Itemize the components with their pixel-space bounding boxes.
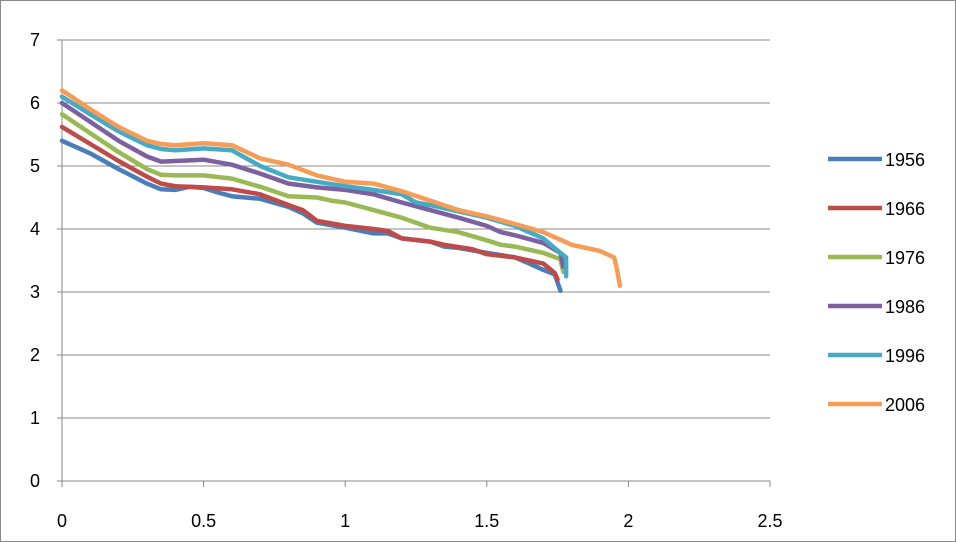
x-tick-label: 2.5 (757, 511, 782, 531)
series-lines (59, 88, 623, 293)
x-axis-ticks: 0 0.5 1 1.5 2 2.5 (57, 481, 783, 531)
y-tick-label: 2 (30, 345, 40, 365)
legend-label-1966: 1966 (885, 199, 925, 219)
legend-label-1986: 1986 (885, 297, 925, 317)
y-tick-label: 0 (30, 471, 40, 491)
y-tick-label: 1 (30, 408, 40, 428)
legend-label-1956: 1956 (885, 150, 925, 170)
axes (61, 40, 770, 482)
series-line-2006 (59, 88, 623, 288)
y-axis-ticks: 0 1 2 3 4 5 6 7 (30, 30, 62, 491)
x-tick-label: 0.5 (191, 511, 216, 531)
y-tick-label: 7 (30, 30, 40, 50)
x-tick-label: 2 (623, 511, 633, 531)
legend-label-1996: 1996 (885, 346, 925, 366)
legend: 1956 1966 1976 1986 1996 2006 (828, 150, 925, 415)
series-line-1976 (59, 112, 566, 275)
y-tick-label: 6 (30, 93, 40, 113)
series-line-1986 (59, 100, 566, 270)
x-tick-label: 1.5 (474, 511, 499, 531)
legend-label-2006: 2006 (885, 395, 925, 415)
y-tick-label: 4 (30, 219, 40, 239)
gridlines (62, 39, 770, 419)
legend-label-1976: 1976 (885, 248, 925, 268)
series-line-1966 (59, 124, 560, 282)
y-tick-label: 5 (30, 156, 40, 176)
y-tick-label: 3 (30, 282, 40, 302)
x-tick-label: 1 (340, 511, 350, 531)
series-line-1996 (59, 94, 569, 279)
x-tick-label: 0 (57, 511, 67, 531)
